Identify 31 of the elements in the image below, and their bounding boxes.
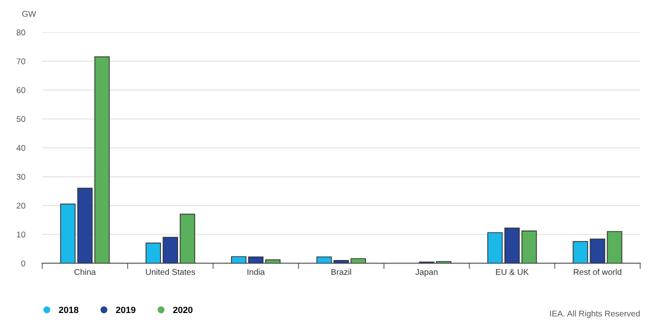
bar (572, 241, 588, 264)
x-tick-label: Brazil (331, 268, 352, 275)
bar (590, 238, 606, 264)
y-tick-label: 80 (16, 30, 26, 36)
legend-label: 2020 (173, 306, 192, 314)
text: IEA. All Rights Reserved (550, 310, 640, 318)
legend-label: 2019 (116, 306, 136, 314)
y-tick-label: 30 (16, 174, 26, 180)
y-tick-label: 50 (16, 116, 26, 122)
y-axis-title: GW (22, 10, 36, 17)
y-tick-label: 10 (16, 232, 26, 238)
bar (521, 230, 537, 264)
x-tick-label: United States (146, 268, 196, 275)
bar (77, 188, 93, 264)
bar (180, 214, 196, 264)
bar (606, 231, 622, 264)
y-tick-label: 0 (21, 260, 26, 266)
bar (487, 232, 503, 264)
bar (504, 228, 520, 264)
x-tick-label: India (248, 268, 265, 275)
bar (94, 56, 110, 264)
x-tick-label: Japan (415, 269, 438, 277)
y-tick-label: 60 (16, 87, 26, 94)
legend-label: 2018 (58, 306, 78, 314)
y-tick-label: 40 (16, 144, 26, 151)
x-tick-label: China (74, 268, 96, 275)
bar (60, 204, 76, 264)
y-tick-label: 70 (16, 58, 26, 64)
x-tick-label: Rest of world (574, 268, 622, 275)
x-tick-label: EU & UK (496, 269, 529, 275)
y-tick-label: 20 (16, 202, 26, 209)
